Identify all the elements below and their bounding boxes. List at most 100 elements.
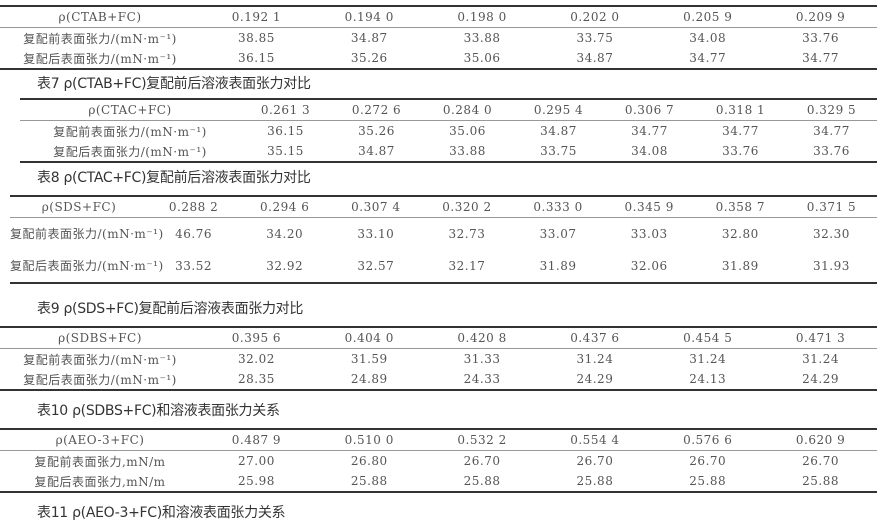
cell: 27.00 <box>237 454 275 468</box>
row-label: ρ(CTAB+FC) <box>0 6 200 28</box>
cell: 31.24 <box>576 352 614 366</box>
table-row: 复配前表面张力/(mN·m⁻¹) 36.15 35.26 35.06 34.87 34.7… <box>20 121 877 142</box>
cell: 32.92 <box>266 258 304 273</box>
cell: 0.454 5 <box>651 327 765 349</box>
row-label: 复配后表面张力/(mN·m⁻¹) <box>53 144 207 159</box>
row-label: 复配前表面张力,mN/m <box>34 454 166 469</box>
cell: 0.198 0 <box>425 6 539 28</box>
cell: 31.89 <box>721 258 759 273</box>
table-caption: 表9 ρ(SDS+FC)复配前后溶液表面张力对比 <box>37 301 304 317</box>
cell: 34.87 <box>358 144 395 158</box>
cell: 0.294 6 <box>239 196 331 218</box>
cell: 33.75 <box>576 31 614 45</box>
table-caption: 表7 ρ(CTAB+FC)复配前后溶液表面张力对比 <box>37 76 311 92</box>
cell: 35.26 <box>358 124 395 138</box>
row-label: 复配前表面张力/(mN·m⁻¹) <box>23 352 177 367</box>
cell: 33.52 <box>175 258 212 273</box>
cell: 32.73 <box>448 226 486 241</box>
table-row: 复配前表面张力,mN/m 27.00 26.80 26.70 26.70 26.70 26.… <box>0 451 877 472</box>
cell: 0.471 3 <box>764 327 877 349</box>
cell: 35.06 <box>449 124 486 138</box>
cell: 34.77 <box>631 124 668 138</box>
cell: 0.320 2 <box>421 196 513 218</box>
cell: 0.437 6 <box>538 327 652 349</box>
cell: 0.329 5 <box>786 99 877 121</box>
cell: 36.15 <box>237 51 275 65</box>
cell: 25.88 <box>463 474 501 488</box>
cell: 33.75 <box>540 144 577 158</box>
cell: 34.87 <box>350 31 388 45</box>
cell: 0.261 3 <box>240 99 331 121</box>
data-table: ρ(CTAC+FC) 0.261 3 0.272 6 0.284 0 0.295 4 0.… <box>20 98 877 163</box>
cell: 0.194 0 <box>312 6 426 28</box>
cell: 25.98 <box>237 474 275 488</box>
cell: 0.209 9 <box>764 6 877 28</box>
cell: 25.88 <box>350 474 388 488</box>
cell: 0.318 1 <box>695 99 786 121</box>
cell: 34.77 <box>689 51 727 65</box>
cell: 33.07 <box>539 226 577 241</box>
cell: 26.80 <box>350 454 388 468</box>
table-row: 复配前表面张力/(mN·m⁻¹) 38.85 34.87 33.88 33.75 34.0… <box>0 28 877 49</box>
cell: 34.77 <box>802 51 839 65</box>
cell: 0.371 5 <box>785 196 877 218</box>
cell: 0.345 9 <box>603 196 695 218</box>
cell: 38.85 <box>237 31 275 45</box>
cell: 33.03 <box>630 226 668 241</box>
cell: 35.06 <box>463 51 501 65</box>
table-row: 复配后表面张力/(mN·m⁻¹) 36.15 35.26 35.06 34.87 34.7… <box>0 48 877 69</box>
cell: 34.08 <box>631 144 668 158</box>
cell: 25.88 <box>802 474 839 488</box>
cell: 32.57 <box>357 258 395 273</box>
row-label: ρ(CTAC+FC) <box>20 99 240 121</box>
cell: 34.77 <box>722 124 759 138</box>
cell: 32.06 <box>630 258 668 273</box>
cell: 26.70 <box>576 454 614 468</box>
cell: 25.88 <box>689 474 727 488</box>
cell: 0.620 9 <box>764 429 877 451</box>
cell: 25.88 <box>576 474 614 488</box>
cell: 0.420 8 <box>425 327 539 349</box>
cell: 0.554 4 <box>538 429 652 451</box>
cell: 0.202 0 <box>538 6 652 28</box>
header-row: ρ(SDS+FC) 0.288 2 0.294 6 0.307 4 0.320 2 0.3… <box>10 196 877 218</box>
table-row: 复配后表面张力/(mN·m⁻¹) 28.35 24.89 24.33 24.29 24.1… <box>0 369 877 390</box>
header-row: ρ(CTAB+FC) 0.192 1 0.194 0 0.198 0 0.202 0 0.… <box>0 6 877 28</box>
row-label: ρ(AEO-3+FC) <box>0 429 200 451</box>
table-caption: 表8 ρ(CTAC+FC)复配前后溶液表面张力对比 <box>37 170 311 186</box>
cell: 0.487 9 <box>200 429 313 451</box>
cell: 0.284 0 <box>422 99 513 121</box>
cell: 33.88 <box>463 31 501 45</box>
cell: 32.17 <box>448 258 486 273</box>
table-row: 复配后表面张力/(mN·m⁻¹) 33.52 32.92 32.57 32.17 31.8… <box>10 250 877 283</box>
cell: 26.70 <box>463 454 501 468</box>
row-label: 复配后表面张力/(mN·m⁻¹) <box>10 258 164 273</box>
cell: 35.26 <box>350 51 388 65</box>
cell: 34.87 <box>576 51 614 65</box>
cell: 0.295 4 <box>513 99 604 121</box>
cell: 33.76 <box>802 31 839 45</box>
cell: 0.333 0 <box>512 196 604 218</box>
row-label: 复配前表面张力/(mN·m⁻¹) <box>23 31 177 46</box>
cell: 31.33 <box>463 352 501 366</box>
cell: 46.76 <box>175 226 212 241</box>
cell: 31.24 <box>802 352 839 366</box>
table-row: 复配前表面张力/(mN·m⁻¹) 46.76 34.20 33.10 32.73 33.0… <box>10 218 877 251</box>
cell: 26.70 <box>802 454 839 468</box>
cell: 33.10 <box>357 226 395 241</box>
row-label: 复配前表面张力/(mN·m⁻¹) <box>10 226 164 241</box>
cell: 0.205 9 <box>651 6 765 28</box>
cell: 24.29 <box>576 372 614 386</box>
table-row: 复配后表面张力/(mN·m⁻¹) 35.15 34.87 33.88 33.75 34.0… <box>20 141 877 162</box>
cell: 0.395 6 <box>200 327 313 349</box>
table-row: 复配后表面张力,mN/m 25.98 25.88 25.88 25.88 25.88 25.… <box>0 471 877 492</box>
cell: 0.510 0 <box>312 429 426 451</box>
cell: 34.20 <box>266 226 304 241</box>
cell: 0.404 0 <box>312 327 426 349</box>
cell: 24.89 <box>350 372 388 386</box>
cell: 31.89 <box>539 258 577 273</box>
header-row: ρ(CTAC+FC) 0.261 3 0.272 6 0.284 0 0.295 4 0.… <box>20 99 877 121</box>
cell: 33.76 <box>722 144 759 158</box>
